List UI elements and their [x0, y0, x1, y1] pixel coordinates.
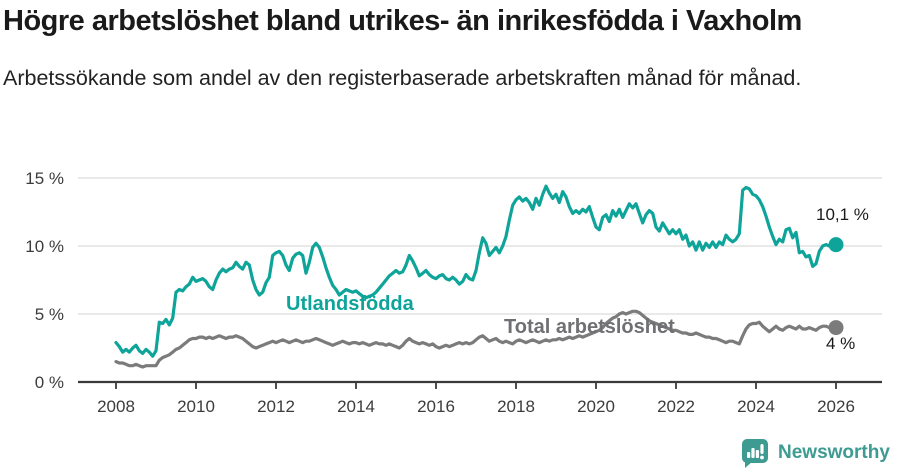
end-value-label-total: 4 %	[826, 334, 856, 353]
newsworthy-wordmark: Newsworthy	[778, 442, 890, 463]
x-tick-label: 2022	[657, 397, 695, 416]
y-tick-label: 15 %	[25, 169, 64, 188]
x-tick-label: 2012	[257, 397, 295, 416]
page-title: Högre arbetslöshet bland utrikes- än inr…	[3, 5, 802, 37]
y-tick-label: 10 %	[25, 237, 64, 256]
x-tick-label: 2008	[97, 397, 135, 416]
x-tick-label: 2026	[817, 397, 855, 416]
x-tick-label: 2016	[417, 397, 455, 416]
x-tick-label: 2024	[737, 397, 775, 416]
series-end-dot-total-arbetsl-shet	[828, 320, 844, 336]
y-tick-label: 0 %	[35, 373, 64, 392]
newsworthy-brand: Newsworthy	[740, 437, 890, 469]
series-end-dot-utlandsf-dda	[828, 237, 844, 253]
x-tick-label: 2020	[577, 397, 615, 416]
newsworthy-logo-icon	[742, 439, 768, 468]
x-tick-label: 2014	[337, 397, 375, 416]
series-label-total-arbetsloshet: Total arbetslöshet	[504, 316, 675, 338]
end-value-label-utlandsfodda: 10,1 %	[816, 205, 869, 224]
x-tick-label: 2010	[177, 397, 215, 416]
series-line-total-arbetsl-shet	[114, 309, 838, 369]
series-label-utlandsfodda: Utlandsfödda	[286, 293, 414, 315]
series-line-utlandsf-dda	[114, 184, 838, 358]
page-subtitle: Arbetssökande som andel av den registerb…	[3, 66, 802, 90]
x-tick-label: 2018	[497, 397, 535, 416]
y-tick-label: 5 %	[35, 305, 64, 324]
